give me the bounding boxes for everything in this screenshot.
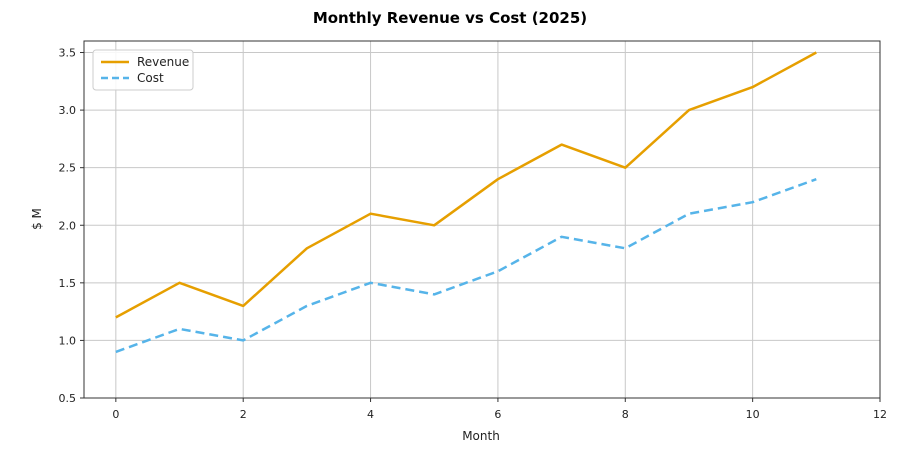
y-tick-label: 1.0 bbox=[59, 334, 77, 347]
x-tick-label: 12 bbox=[873, 408, 887, 421]
x-tick-label: 6 bbox=[494, 408, 501, 421]
y-axis-label: $ M bbox=[30, 208, 44, 230]
legend-box bbox=[92, 49, 194, 91]
legend-label-cost: Cost bbox=[137, 71, 164, 85]
y-tick-label: 3.5 bbox=[59, 47, 77, 60]
x-axis-label: Month bbox=[462, 429, 500, 443]
chart-title: Monthly Revenue vs Cost (2025) bbox=[313, 9, 587, 27]
legend: Revenue Cost bbox=[92, 49, 194, 91]
series-line-revenue bbox=[115, 51, 817, 319]
x-tick-label: 10 bbox=[746, 408, 760, 421]
series-line-cost bbox=[115, 178, 817, 354]
x-tick-label: 2 bbox=[240, 408, 247, 421]
axis-ticks: 0 2 4 6 8 10 12 0.5 1.0 1.5 2.0 2.5 3.0 3.5 bbox=[59, 47, 888, 421]
plot-frame bbox=[83, 40, 881, 399]
x-tick-label: 4 bbox=[367, 408, 374, 421]
y-tick-label: 2.0 bbox=[59, 219, 77, 232]
grid bbox=[84, 41, 881, 399]
y-tick-label: 2.5 bbox=[59, 162, 77, 175]
y-tick-label: 1.5 bbox=[59, 277, 77, 290]
x-tick-label: 8 bbox=[622, 408, 629, 421]
legend-label-revenue: Revenue bbox=[137, 55, 189, 69]
x-tick-label: 0 bbox=[112, 408, 119, 421]
y-tick-label: 3.0 bbox=[59, 104, 77, 117]
y-tick-label: 0.5 bbox=[59, 392, 77, 405]
series-group bbox=[115, 51, 817, 354]
